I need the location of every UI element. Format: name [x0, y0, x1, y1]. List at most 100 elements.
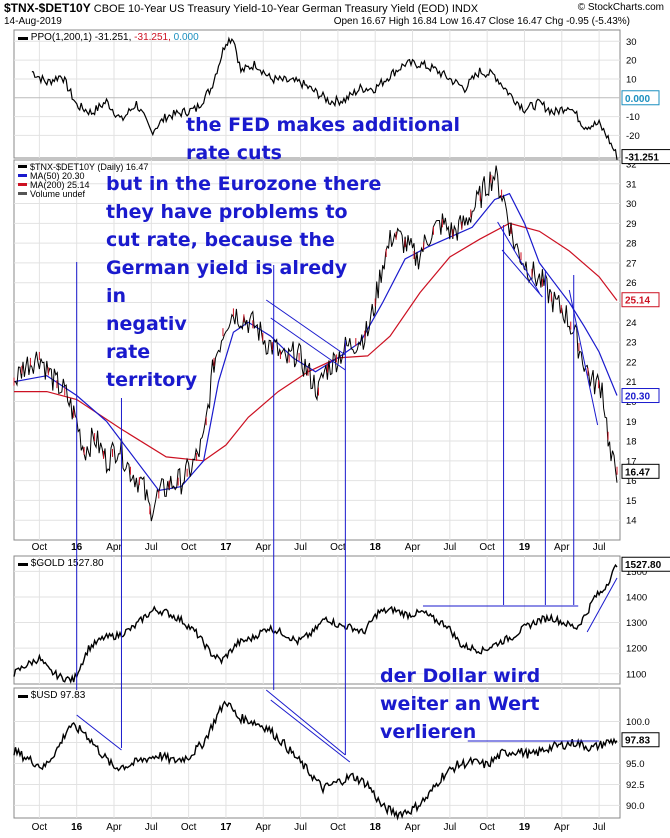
y-tick-label: 14	[626, 516, 637, 527]
dollar-annotation: der Dollar wird weiter an Wert verlieren	[380, 662, 540, 746]
price-legend-item: Volume undef	[30, 189, 86, 199]
price-trend-line	[270, 317, 346, 371]
price-trend-line	[501, 249, 543, 298]
x-tick-label: Apr	[255, 542, 271, 553]
panel-frame	[13, 159, 621, 541]
price-line	[13, 165, 618, 522]
eurozone-annotation: but in the Eurozone there they have prob…	[106, 170, 381, 394]
price-legend-item: MA(200) 25.14	[30, 180, 90, 190]
ppo-value-tag-box	[621, 149, 670, 165]
x-tick-label: Oct	[181, 542, 197, 553]
x-tick-label: Jul	[593, 822, 606, 833]
y-tick-label: 17	[626, 456, 637, 467]
gold-tag: 1527.80	[625, 560, 662, 571]
ppo-signal-tag-box	[621, 90, 660, 106]
ma50-tag: 20.30	[625, 392, 650, 403]
eurozone-annotation-line: but in the Eurozone there	[106, 173, 382, 195]
x-tick-label: 18	[370, 542, 382, 553]
x-tick-label: Apr	[255, 822, 271, 833]
y-tick-label: 16	[626, 476, 637, 487]
y-tick-label: 32	[626, 159, 637, 170]
y-tick-label: 20	[626, 56, 637, 67]
fed-annotation: the FED makes additional rate cuts	[186, 111, 460, 167]
usd-trend-line	[270, 699, 351, 763]
y-tick-label: 29	[626, 219, 637, 230]
x-tick-label: 16	[71, 822, 83, 833]
x-tick-label: Apr	[405, 542, 421, 553]
y-tick-label: 10	[626, 74, 637, 85]
ma200-tag-box	[621, 292, 660, 308]
price-trend-line	[265, 299, 346, 356]
y-tick-label: 1400	[626, 592, 647, 603]
usd-legend: ▬ $USD 97.83	[18, 690, 86, 701]
ppo-legend: ▬ PPO(1,200,1) -31.251, -31.251, 0.000	[18, 32, 199, 43]
exchange-label: INDX	[451, 3, 479, 15]
y-tick-label: 31	[626, 179, 637, 190]
x-tick-label: Apr	[405, 822, 421, 833]
fed-annotation-line: the FED makes additional	[186, 114, 461, 136]
ppo-value-tag: -31.251	[625, 153, 659, 164]
x-tick-label: Jul	[593, 542, 606, 553]
ma50-line	[13, 192, 618, 492]
legend-swatch	[18, 192, 27, 195]
ma50-tag-box	[621, 388, 660, 404]
x-tick-label: 17	[220, 822, 232, 833]
gold-line	[13, 563, 618, 684]
eurozone-annotation-line: cut rate, because the	[106, 229, 335, 251]
x-tick-label: Apr	[554, 542, 570, 553]
x-tick-label: Apr	[554, 822, 570, 833]
x-tick-label: Oct	[181, 822, 197, 833]
dollar-annotation-line: verlieren	[380, 721, 477, 743]
x-tick-label: Jul	[443, 542, 456, 553]
ma200-tag: 25.14	[625, 296, 650, 307]
y-tick-label: 22	[626, 357, 637, 368]
legend-swatch	[18, 174, 27, 177]
x-tick-label: Oct	[32, 542, 48, 553]
y-tick-label: 100.0	[626, 717, 650, 728]
fed-annotation-line: rate cuts	[186, 142, 282, 164]
date-label: 14-Aug-2019	[4, 16, 62, 27]
ohlc-label: Open 16.67 High 16.84 Low 16.47 Close 16…	[333, 16, 630, 27]
y-tick-label: 1300	[626, 618, 647, 629]
price-legend-item: MA(50) 20.30	[30, 171, 85, 181]
y-tick-label: 30	[626, 37, 637, 48]
x-tick-label: Apr	[106, 822, 122, 833]
usd-tag: 97.83	[625, 736, 650, 747]
x-tick-label: Jul	[294, 542, 307, 553]
panel-frame	[13, 29, 621, 159]
ppo-signal-tag: 0.000	[625, 94, 650, 105]
usd-trend-line	[76, 714, 122, 751]
y-tick-label: 24	[626, 318, 637, 329]
chart-header: $TNX-$DET10Y CBOE 10-Year US Treasury Yi…	[4, 1, 478, 15]
eurozone-annotation-line: in	[106, 285, 127, 307]
y-tick-label: 19	[626, 417, 637, 428]
y-tick-label: 30	[626, 199, 637, 210]
y-tick-label: 15	[626, 496, 637, 507]
x-tick-label: Oct	[479, 542, 495, 553]
y-tick-label: -20	[626, 131, 640, 142]
brand-label: © StockCharts.com	[577, 2, 664, 13]
y-tick-label: 1100	[626, 669, 646, 680]
eurozone-annotation-line: they have problems to	[106, 201, 348, 223]
legend-swatch	[18, 183, 27, 186]
dollar-annotation-line: der Dollar wird	[380, 665, 541, 687]
legend-swatch	[18, 165, 27, 168]
x-tick-label: 17	[220, 542, 232, 553]
panel-frame	[13, 555, 621, 685]
y-tick-label: -10	[626, 112, 640, 123]
y-tick-label: 23	[626, 338, 637, 349]
y-tick-label: 18	[626, 437, 637, 448]
usd-tag-box	[621, 732, 660, 748]
y-tick-label: 28	[626, 239, 637, 250]
symbol-label: $TNX-$DET10Y	[4, 1, 91, 15]
x-tick-label: Oct	[32, 822, 48, 833]
y-tick-label: 90.0	[626, 801, 645, 812]
x-tick-label: 19	[519, 542, 531, 553]
gold-trend-line	[586, 577, 618, 633]
eurozone-annotation-line: negativ	[106, 313, 187, 335]
y-tick-label: 95.0	[626, 759, 645, 770]
x-tick-label: Jul	[294, 822, 307, 833]
x-tick-label: Oct	[479, 822, 495, 833]
